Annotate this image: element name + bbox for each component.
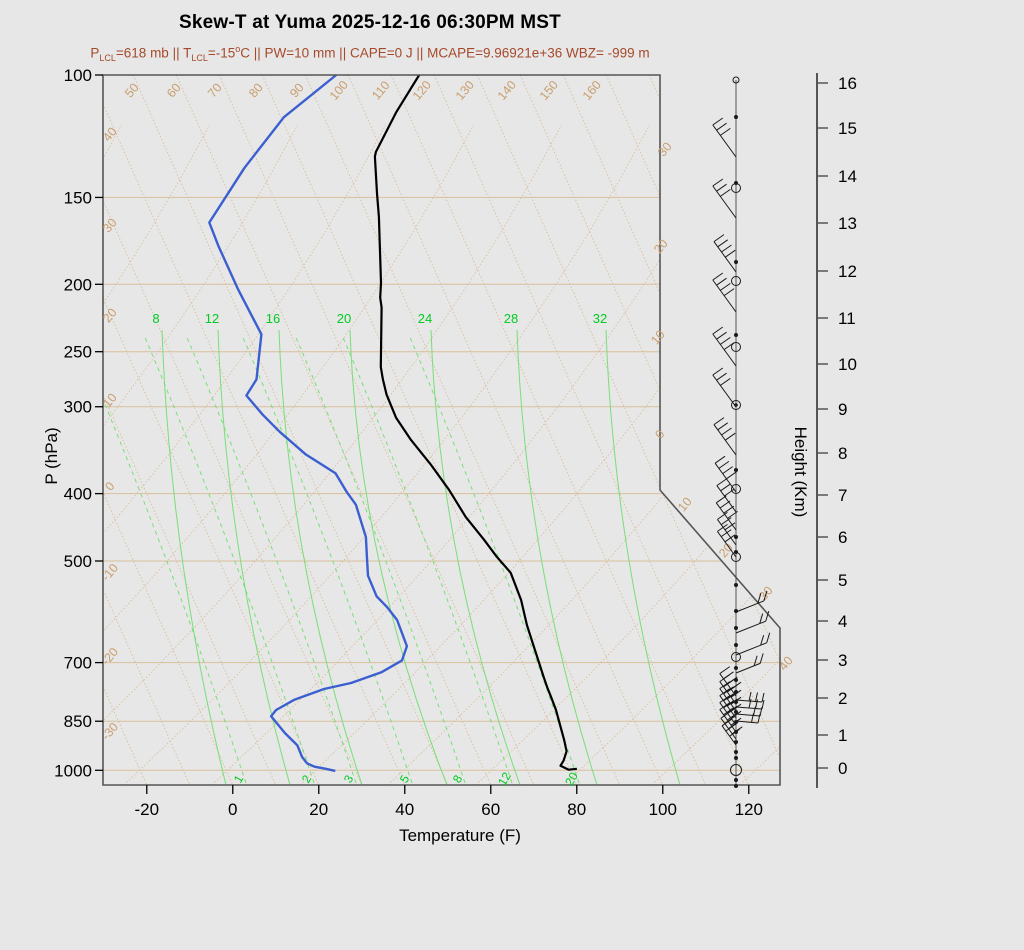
pressure-axis-title: P (hPa): [42, 427, 61, 485]
svg-text:60: 60: [481, 800, 500, 819]
svg-text:-20: -20: [99, 645, 121, 668]
svg-text:80: 80: [567, 800, 586, 819]
svg-text:100: 100: [327, 78, 351, 103]
svg-text:3: 3: [838, 651, 847, 670]
svg-text:250: 250: [64, 343, 92, 362]
svg-text:32: 32: [593, 311, 607, 326]
temperature-axis-title: Temperature (F): [399, 826, 521, 845]
svg-text:700: 700: [64, 654, 92, 673]
svg-text:20: 20: [309, 800, 328, 819]
svg-text:0: 0: [838, 759, 847, 778]
wind-barb-column: [712, 76, 771, 788]
sounding-stats-line: PLCL=618 mb || TLCL=-15oC || PW=10 mm ||…: [90, 44, 650, 64]
svg-text:16: 16: [838, 74, 857, 93]
svg-text:120: 120: [735, 800, 763, 819]
svg-text:8: 8: [152, 311, 159, 326]
svg-text:2: 2: [838, 689, 847, 708]
svg-text:0: 0: [102, 479, 117, 493]
svg-text:100: 100: [64, 66, 92, 85]
temperature-curve: [373, 74, 578, 771]
svg-text:13: 13: [838, 214, 857, 233]
svg-text:40: 40: [776, 654, 796, 674]
svg-text:8: 8: [838, 444, 847, 463]
svg-text:70: 70: [205, 81, 225, 101]
svg-text:11: 11: [838, 309, 856, 328]
svg-text:850: 850: [64, 712, 92, 731]
svg-text:2: 2: [299, 772, 315, 785]
svg-text:-30: -30: [99, 720, 121, 743]
svg-text:5: 5: [397, 772, 413, 785]
svg-text:10: 10: [648, 328, 668, 348]
svg-text:50: 50: [122, 81, 142, 101]
plot-border: [102, 74, 781, 786]
svg-text:28: 28: [504, 311, 518, 326]
height-axis-title: Height (Km): [791, 426, 810, 518]
svg-text:4: 4: [838, 612, 847, 631]
svg-text:30: 30: [655, 140, 675, 160]
svg-text:-10: -10: [99, 561, 121, 584]
grid-lines: [103, 75, 780, 785]
svg-text:1: 1: [231, 772, 247, 785]
svg-text:1000: 1000: [54, 761, 92, 780]
svg-text:12: 12: [838, 262, 857, 281]
svg-text:12: 12: [495, 769, 514, 788]
svg-text:200: 200: [64, 275, 92, 294]
svg-text:3: 3: [341, 772, 357, 785]
svg-text:9: 9: [838, 400, 847, 419]
svg-text:7: 7: [838, 486, 847, 505]
svg-text:150: 150: [537, 78, 561, 103]
svg-text:120: 120: [410, 78, 434, 103]
svg-text:0: 0: [228, 800, 237, 819]
svg-text:20: 20: [337, 311, 351, 326]
page-title: Skew-T at Yuma 2025-12-16 06:30PM MST: [179, 12, 561, 33]
svg-text:6: 6: [838, 528, 847, 547]
svg-text:5: 5: [838, 571, 847, 590]
svg-text:400: 400: [64, 485, 92, 504]
svg-text:130: 130: [453, 78, 477, 103]
svg-text:8: 8: [450, 772, 466, 785]
svg-text:300: 300: [64, 398, 92, 417]
svg-text:20: 20: [562, 769, 581, 788]
svg-text:14: 14: [838, 167, 857, 186]
svg-text:150: 150: [64, 188, 92, 207]
dewpoint-curve: [208, 74, 409, 773]
svg-text:-20: -20: [134, 800, 159, 819]
svg-text:1: 1: [838, 726, 847, 745]
svg-text:24: 24: [418, 311, 432, 326]
svg-text:80: 80: [246, 81, 266, 101]
svg-text:100: 100: [649, 800, 677, 819]
svg-text:15: 15: [838, 119, 857, 138]
svg-text:140: 140: [495, 78, 519, 103]
svg-text:90: 90: [287, 81, 307, 101]
svg-text:40: 40: [395, 800, 414, 819]
svg-text:160: 160: [580, 78, 604, 103]
svg-text:500: 500: [64, 552, 92, 571]
svg-text:20: 20: [651, 237, 671, 257]
svg-text:10: 10: [838, 355, 857, 374]
svg-text:16: 16: [266, 311, 280, 326]
svg-text:60: 60: [164, 81, 184, 101]
svg-text:110: 110: [369, 78, 393, 102]
svg-text:12: 12: [205, 311, 219, 326]
